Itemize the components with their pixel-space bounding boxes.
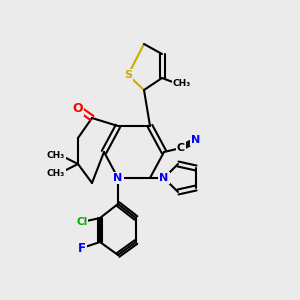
Text: CH₃: CH₃: [47, 151, 65, 160]
Text: Cl: Cl: [76, 217, 88, 227]
Text: N: N: [191, 135, 201, 145]
Text: S: S: [124, 70, 132, 80]
Text: CH₃: CH₃: [173, 80, 191, 88]
Text: O: O: [73, 101, 83, 115]
Text: CH₃: CH₃: [47, 169, 65, 178]
Text: N: N: [113, 173, 123, 183]
Text: C: C: [177, 143, 185, 153]
Text: F: F: [78, 242, 86, 254]
Text: N: N: [159, 173, 169, 183]
